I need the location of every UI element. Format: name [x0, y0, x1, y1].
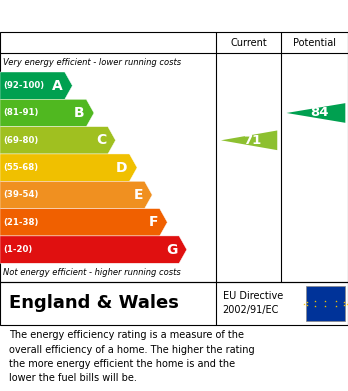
- Bar: [306, 286, 345, 321]
- Text: A: A: [52, 79, 63, 93]
- Polygon shape: [221, 131, 277, 150]
- Text: C: C: [96, 133, 106, 147]
- Text: 84: 84: [310, 106, 329, 120]
- Text: F: F: [149, 215, 158, 229]
- Polygon shape: [0, 181, 152, 209]
- Text: Very energy efficient - lower running costs: Very energy efficient - lower running co…: [3, 58, 181, 67]
- Text: Potential: Potential: [293, 38, 336, 48]
- Text: Current: Current: [230, 38, 267, 48]
- Text: D: D: [116, 161, 128, 175]
- Polygon shape: [0, 154, 137, 181]
- Text: E: E: [133, 188, 143, 202]
- Text: EU Directive
2002/91/EC: EU Directive 2002/91/EC: [223, 291, 283, 315]
- Polygon shape: [0, 99, 94, 127]
- Text: (55-68): (55-68): [3, 163, 38, 172]
- Text: (39-54): (39-54): [3, 190, 38, 199]
- Text: Not energy efficient - higher running costs: Not energy efficient - higher running co…: [3, 268, 181, 277]
- Text: The energy efficiency rating is a measure of the
overall efficiency of a home. T: The energy efficiency rating is a measur…: [9, 330, 254, 384]
- Text: (1-20): (1-20): [3, 245, 32, 254]
- Text: (92-100): (92-100): [3, 81, 44, 90]
- Polygon shape: [286, 103, 345, 123]
- Text: B: B: [74, 106, 85, 120]
- Text: (81-91): (81-91): [3, 108, 38, 117]
- Text: G: G: [166, 242, 177, 256]
- Polygon shape: [0, 236, 187, 263]
- Polygon shape: [0, 209, 167, 236]
- Text: 71: 71: [244, 134, 262, 147]
- Text: (21-38): (21-38): [3, 218, 38, 227]
- Text: Energy Efficiency Rating: Energy Efficiency Rating: [9, 9, 230, 23]
- Text: England & Wales: England & Wales: [9, 294, 179, 312]
- Polygon shape: [0, 127, 116, 154]
- Text: (69-80): (69-80): [3, 136, 38, 145]
- Polygon shape: [0, 72, 72, 99]
